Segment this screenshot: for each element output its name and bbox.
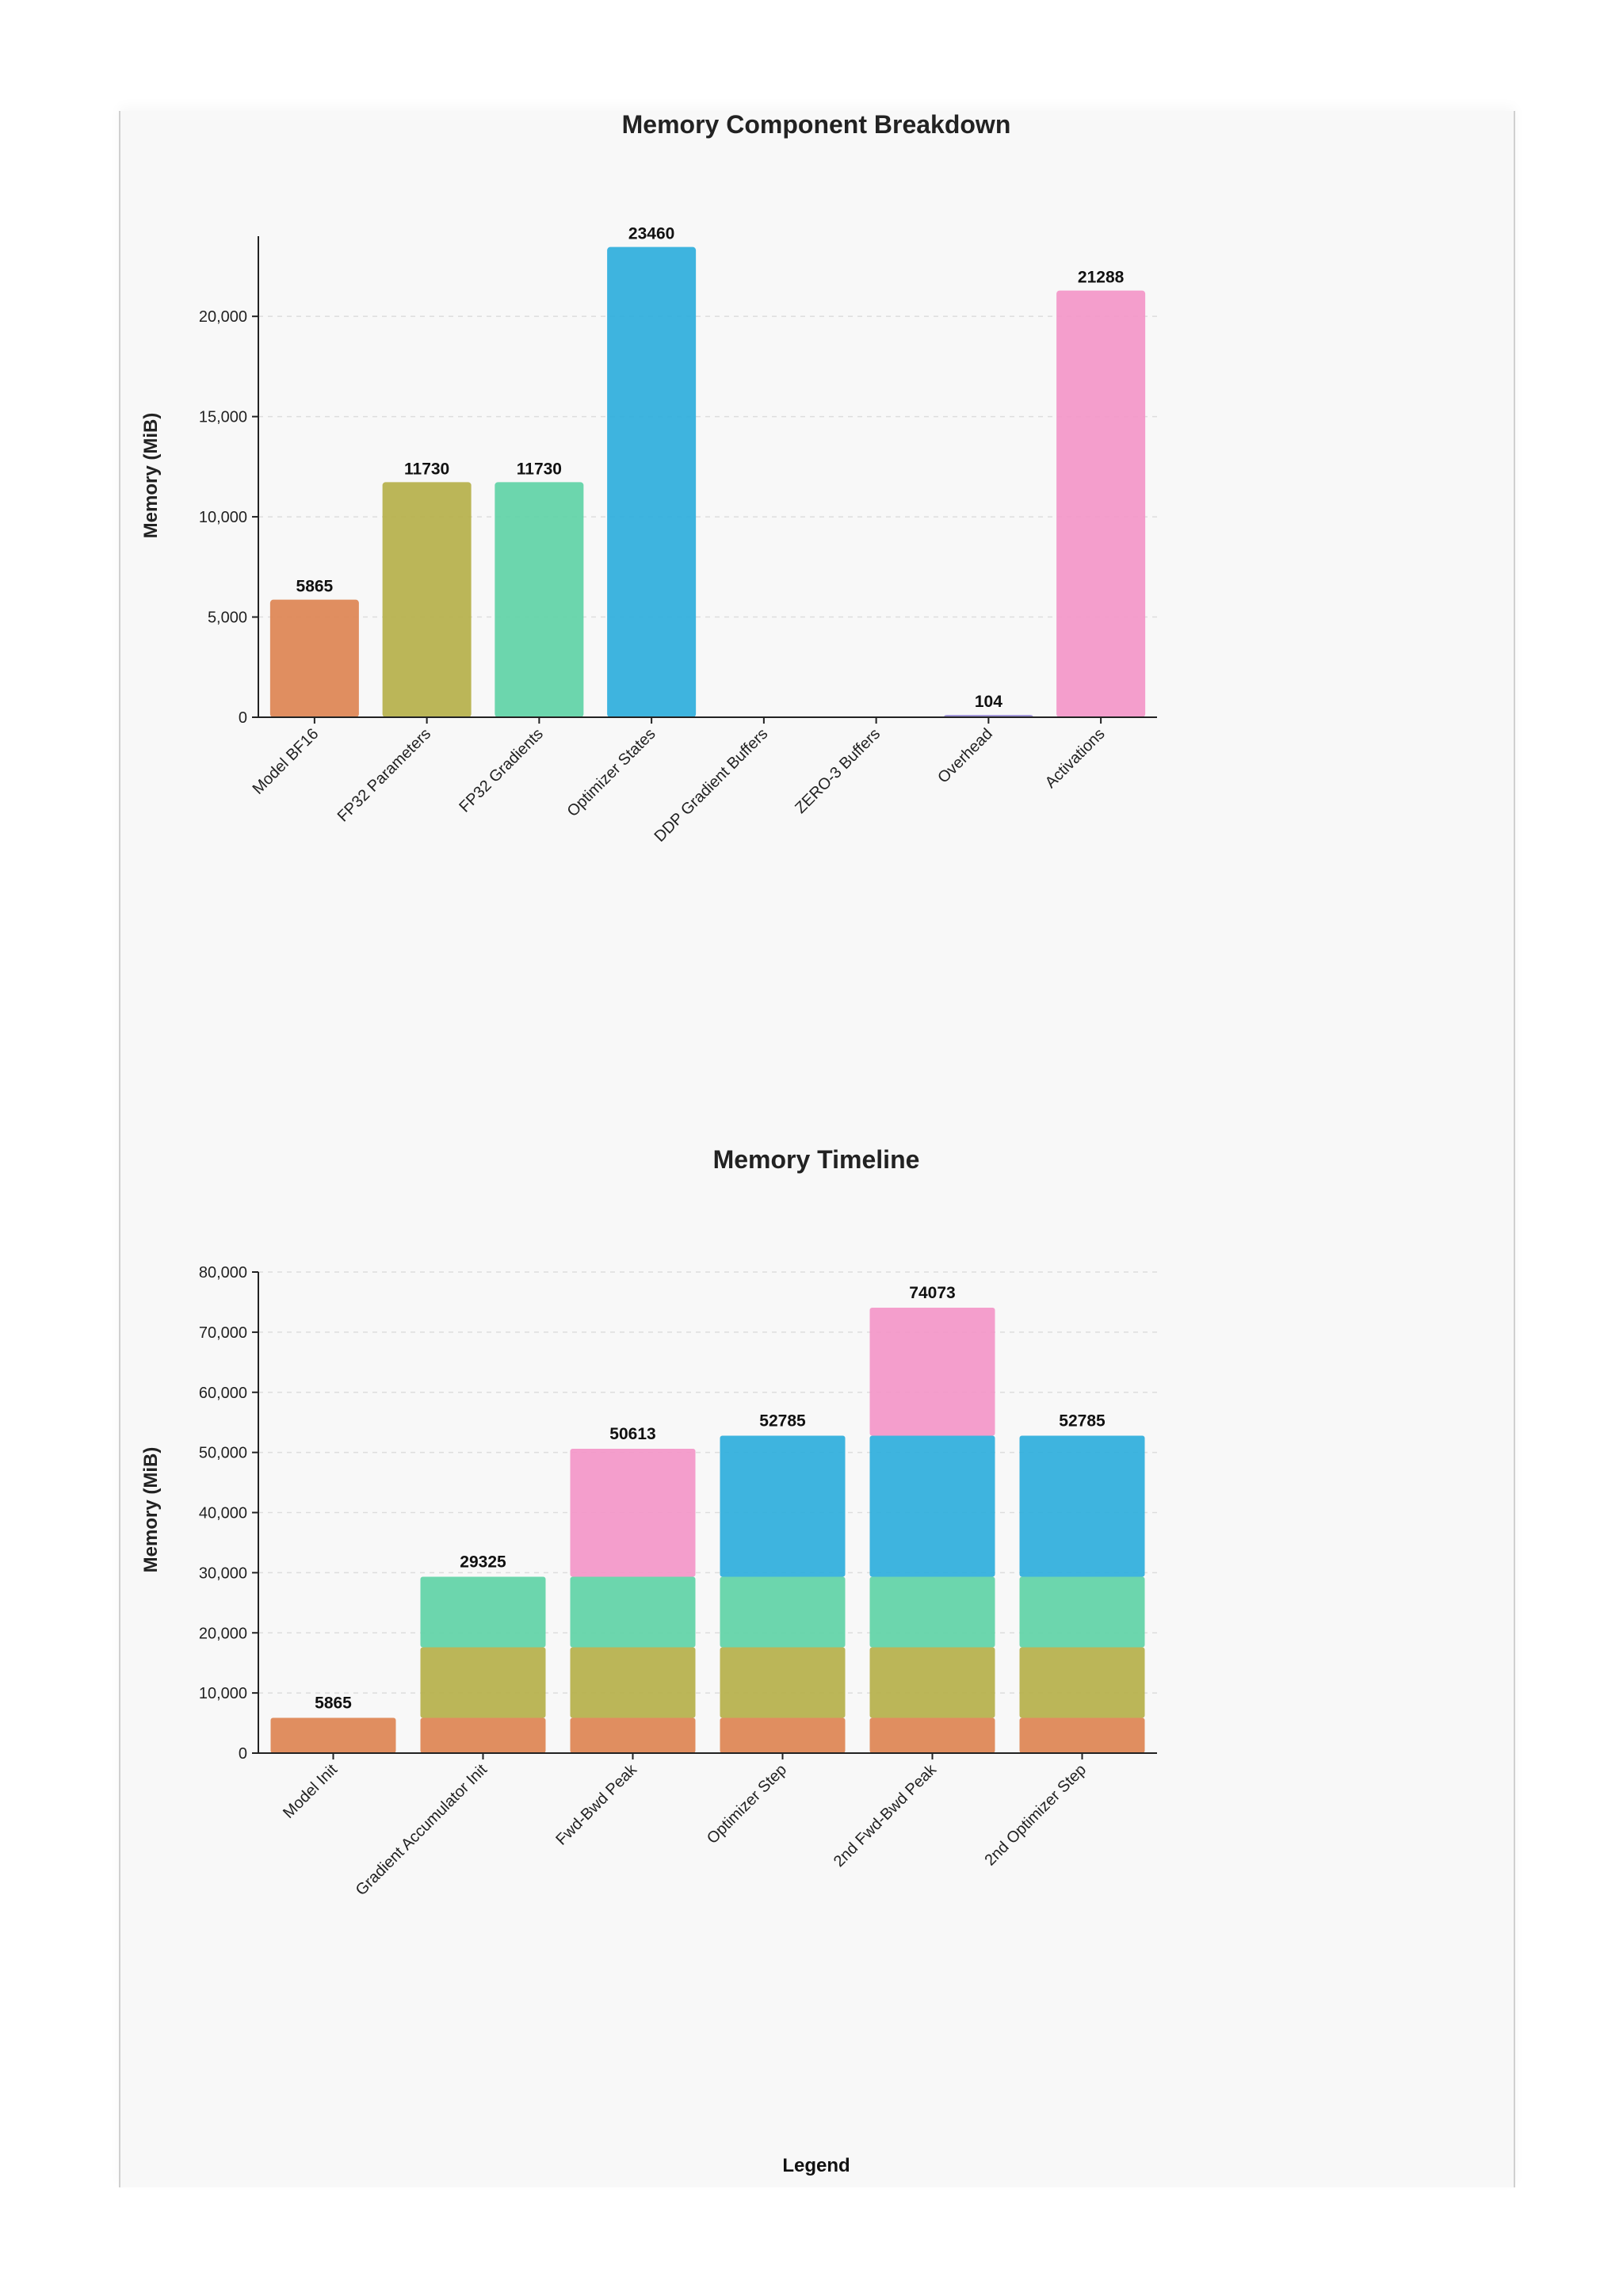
x-tick-label: Optimizer States bbox=[564, 725, 659, 820]
bar-segment bbox=[1019, 1717, 1145, 1753]
bar-segment bbox=[869, 1576, 995, 1648]
data-labels: 5865 29325 50613 52785 74073 52785 bbox=[315, 1284, 1106, 1713]
bars bbox=[270, 1307, 1145, 1753]
y-axis-label: Memory (MiB) bbox=[140, 1447, 162, 1573]
data-label: 21288 bbox=[1078, 269, 1125, 287]
bar-segment bbox=[570, 1448, 696, 1577]
bar-segment bbox=[420, 1717, 546, 1753]
bar-segment bbox=[869, 1435, 995, 1577]
y-tick-label: 30,000 bbox=[199, 1564, 247, 1582]
x-tick-label: Fwd-Bwd Peak bbox=[552, 1760, 640, 1848]
x-ticks: Model BF16 FP32 Parameters FP32 Gradients O… bbox=[250, 717, 1109, 846]
x-tick-label: 2nd Fwd-Bwd Peak bbox=[831, 1760, 941, 1870]
y-tick-label: 0 bbox=[239, 1745, 247, 1763]
bar-segment bbox=[720, 1647, 846, 1718]
y-tick-label: 15,000 bbox=[199, 409, 247, 426]
bars bbox=[269, 246, 1146, 718]
bar-segment bbox=[720, 1717, 846, 1753]
grid-lines bbox=[258, 315, 1157, 618]
bar-segment bbox=[720, 1576, 846, 1648]
total-label: 74073 bbox=[909, 1284, 955, 1302]
x-tick-label: Overhead bbox=[934, 725, 996, 787]
total-label: 5865 bbox=[315, 1694, 352, 1712]
data-label: 5865 bbox=[296, 578, 334, 596]
y-tick-label: 10,000 bbox=[199, 1685, 247, 1702]
y-tick-label: 5,000 bbox=[208, 609, 247, 627]
bar-segment bbox=[420, 1576, 546, 1648]
bar-segment bbox=[720, 1435, 846, 1577]
bar-segment bbox=[869, 1717, 995, 1753]
data-label: 104 bbox=[975, 693, 1002, 711]
bar bbox=[269, 599, 359, 717]
y-tick-label: 20,000 bbox=[199, 1625, 247, 1642]
x-tick-label: Optimizer Step bbox=[704, 1761, 790, 1847]
y-tick-label: 40,000 bbox=[199, 1505, 247, 1522]
data-labels: 5865 11730 11730 23460 104 21288 bbox=[296, 225, 1125, 711]
x-tick-label: Model BF16 bbox=[250, 725, 323, 798]
y-tick-label: 70,000 bbox=[199, 1324, 247, 1342]
bar-segment bbox=[869, 1647, 995, 1718]
x-tick-label: FP32 Parameters bbox=[334, 725, 434, 825]
bar-segment bbox=[570, 1576, 696, 1648]
bar bbox=[495, 482, 584, 717]
x-tick-label: Model Init bbox=[280, 1761, 341, 1822]
total-label: 52785 bbox=[759, 1412, 806, 1430]
bar-segment bbox=[1019, 1576, 1145, 1648]
bar-segment bbox=[1019, 1435, 1145, 1577]
x-tick-label: Gradient Accumulator Init bbox=[353, 1761, 491, 1900]
bar-segment bbox=[270, 1717, 396, 1753]
x-tick-label: 2nd Optimizer Step bbox=[981, 1761, 1090, 1870]
bar-segment bbox=[420, 1647, 546, 1718]
x-tick-label: FP32 Gradients bbox=[456, 725, 547, 816]
y-tick-label: 50,000 bbox=[199, 1445, 247, 1462]
y-tick-label: 20,000 bbox=[199, 308, 247, 326]
y-tick-label: 80,000 bbox=[199, 1264, 247, 1282]
bar bbox=[382, 482, 472, 717]
legend-title: Legend bbox=[782, 2155, 850, 2176]
x-tick-label: DDP Gradient Buffers bbox=[651, 725, 772, 846]
bar-segment bbox=[570, 1647, 696, 1718]
grid-lines bbox=[258, 1271, 1157, 1694]
data-label: 11730 bbox=[404, 460, 449, 478]
y-ticks: 0 10,000 20,000 30,000 40,000 50,000 60,000 70,… bbox=[199, 1264, 258, 1763]
bar-segment bbox=[570, 1717, 696, 1753]
memory-breakdown-chart: Memory Component Breakdown Memory (MiB) … bbox=[140, 110, 1157, 846]
y-tick-label: 0 bbox=[239, 709, 247, 727]
figure-panel bbox=[119, 111, 1515, 2187]
bar bbox=[607, 246, 697, 718]
data-label: 11730 bbox=[517, 460, 562, 478]
y-tick-label: 10,000 bbox=[199, 509, 247, 526]
x-tick-label: Activations bbox=[1042, 725, 1109, 792]
chart-title: Memory Timeline bbox=[713, 1145, 920, 1174]
total-label: 50613 bbox=[609, 1425, 655, 1443]
data-label: 23460 bbox=[628, 225, 674, 243]
y-ticks: 0 5,000 10,000 15,000 20,000 bbox=[199, 308, 258, 727]
bar bbox=[1056, 290, 1146, 717]
bar-segment bbox=[1019, 1647, 1145, 1718]
x-tick-label: ZERO-3 Buffers bbox=[792, 725, 884, 817]
y-axis-label: Memory (MiB) bbox=[140, 413, 162, 539]
total-label: 29325 bbox=[460, 1553, 506, 1571]
memory-timeline-chart: Memory Timeline Memory (MiB) 5865 29325 50… bbox=[140, 1145, 1157, 1899]
y-tick-label: 60,000 bbox=[199, 1385, 247, 1402]
bar-segment bbox=[869, 1307, 995, 1436]
chart-title: Memory Component Breakdown bbox=[622, 110, 1011, 139]
total-label: 52785 bbox=[1059, 1412, 1106, 1430]
x-ticks: Model Init Gradient Accumulator Init Fwd-B… bbox=[280, 1753, 1090, 1899]
